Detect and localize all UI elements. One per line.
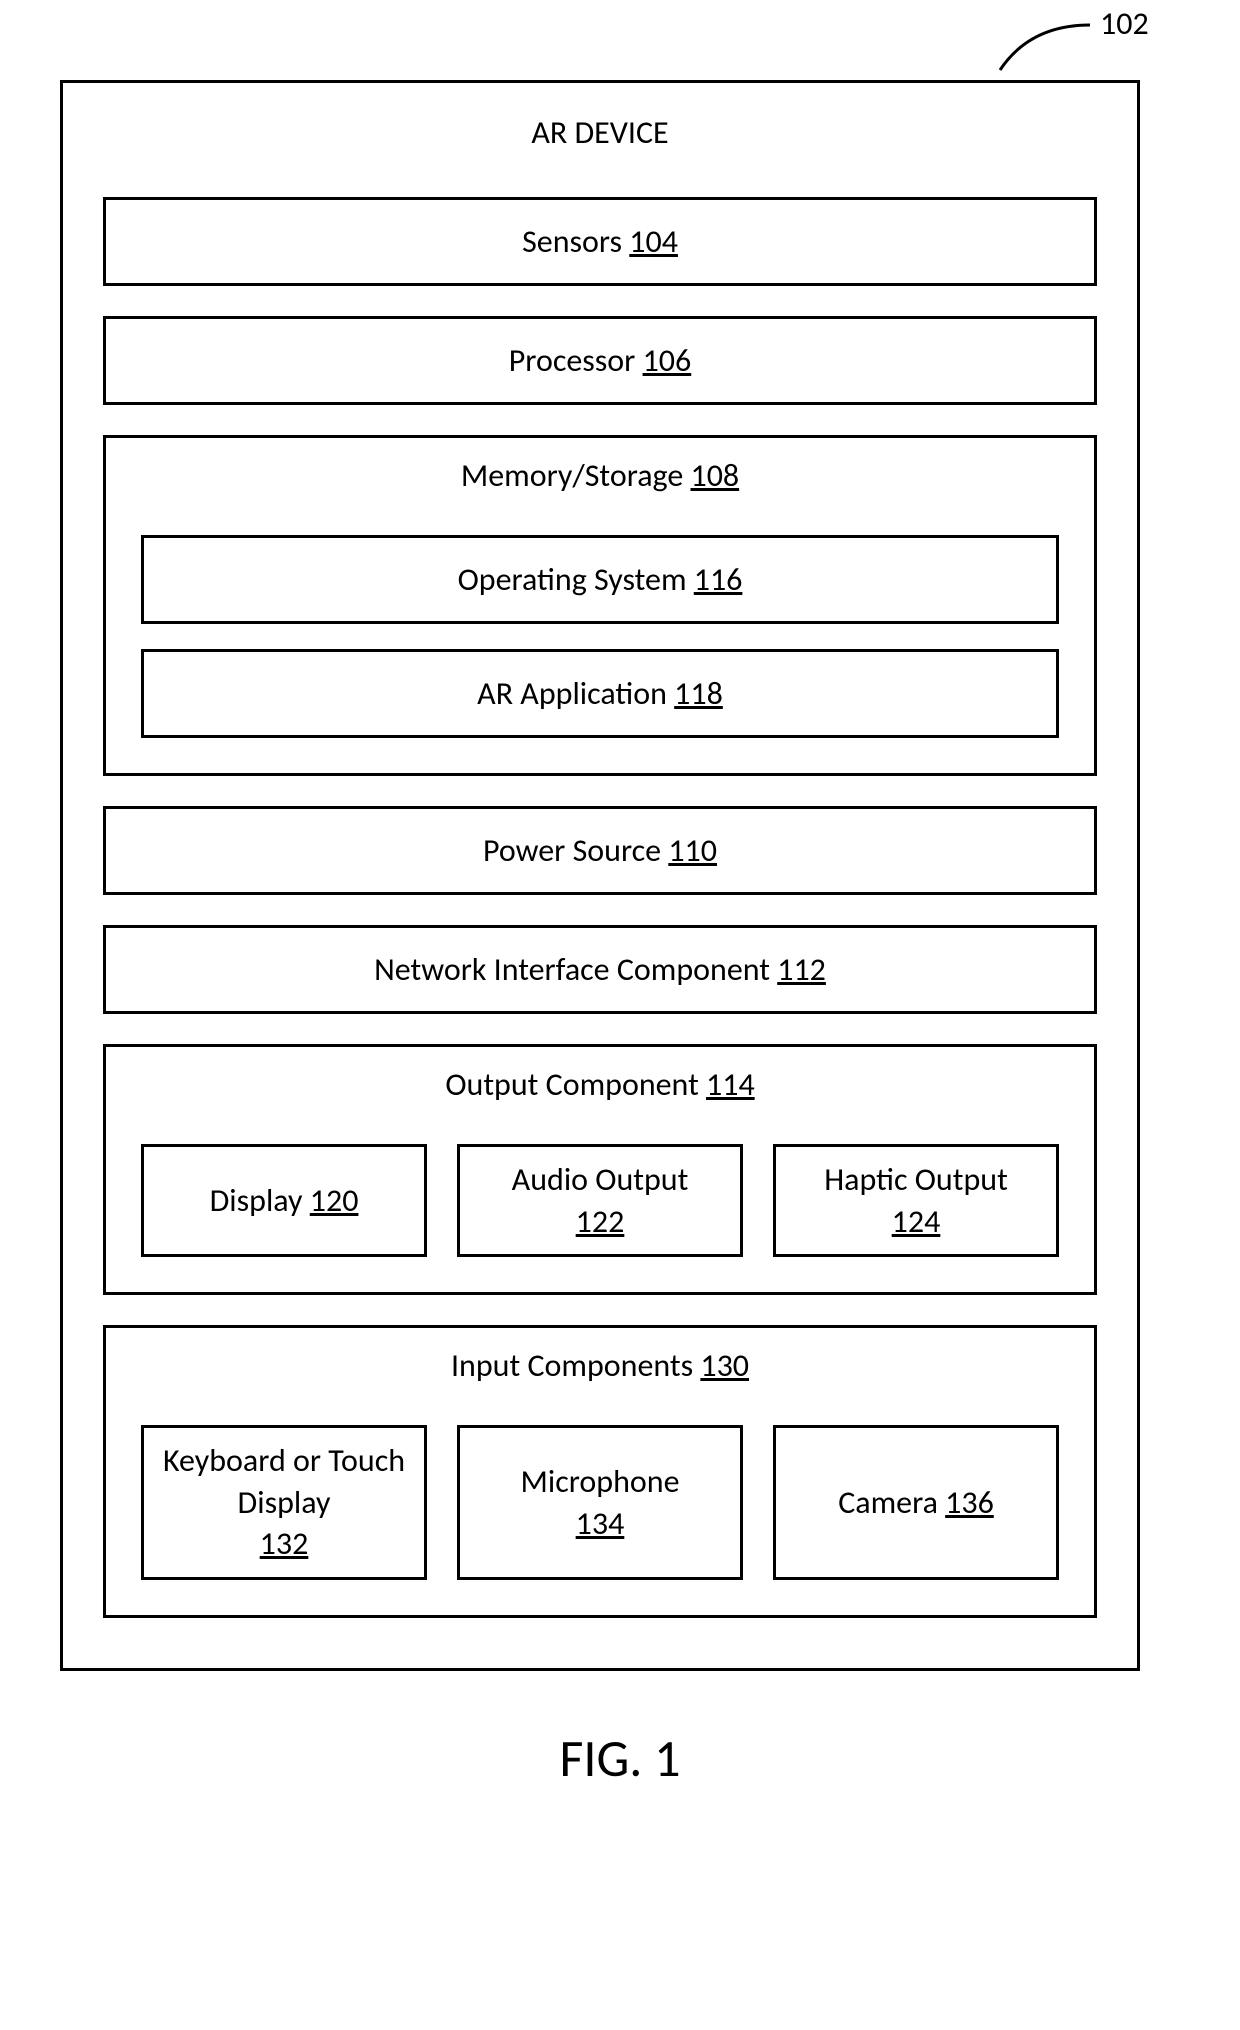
sensors-block: Sensors 104 [103, 197, 1097, 286]
camera-ref: 136 [945, 1483, 994, 1522]
processor-label: Processor [509, 341, 636, 380]
os-label: Operating System [458, 560, 687, 599]
device-title: AR DEVICE [103, 113, 1097, 152]
network-block: Network Interface Component 112 [103, 925, 1097, 1014]
camera-label: Camera [838, 1483, 938, 1522]
output-label: Output Component [445, 1065, 698, 1104]
camera-block: Camera 136 [773, 1425, 1059, 1580]
mic-label: Microphone [521, 1462, 680, 1501]
keyboard-ref: 132 [260, 1524, 309, 1563]
ar-app-ref: 118 [674, 674, 723, 713]
os-block: Operating System 116 [141, 535, 1059, 624]
processor-block: Processor 106 [103, 316, 1097, 405]
display-block: Display 120 [141, 1144, 427, 1257]
audio-label: Audio Output [512, 1160, 689, 1199]
callout-ref-102: 102 [1100, 4, 1149, 43]
display-label: Display [210, 1181, 303, 1220]
memory-label: Memory/Storage [461, 456, 683, 495]
output-ref: 114 [706, 1065, 755, 1104]
audio-block: Audio Output 122 [457, 1144, 743, 1257]
os-ref: 116 [694, 560, 743, 599]
ar-app-block: AR Application 118 [141, 649, 1059, 738]
keyboard-label: Keyboard or Touch Display [163, 1441, 405, 1522]
ar-device-container: AR DEVICE Sensors 104 Processor 106 Memo… [60, 80, 1140, 1671]
input-block: Input Components 130 Keyboard or Touch D… [103, 1325, 1097, 1618]
figure-label: FIG. 1 [60, 1726, 1180, 1790]
network-label: Network Interface Component [374, 950, 770, 989]
mic-ref: 134 [576, 1504, 625, 1543]
memory-block: Memory/Storage 108 Operating System 116 … [103, 435, 1097, 776]
haptic-block: Haptic Output 124 [773, 1144, 1059, 1257]
ar-app-label: AR Application [477, 674, 667, 713]
sensors-ref: 104 [629, 222, 678, 261]
power-block: Power Source 110 [103, 806, 1097, 895]
haptic-label: Haptic Output [824, 1160, 1008, 1199]
mic-block: Microphone 134 [457, 1425, 743, 1580]
power-label: Power Source [483, 831, 661, 870]
sensors-label: Sensors [522, 222, 622, 261]
haptic-ref: 124 [892, 1202, 941, 1241]
input-label: Input Components [451, 1346, 693, 1385]
callout-line [990, 10, 1110, 80]
audio-ref: 122 [576, 1202, 625, 1241]
network-ref: 112 [777, 950, 826, 989]
input-ref: 130 [700, 1346, 749, 1385]
memory-ref: 108 [690, 456, 739, 495]
output-block: Output Component 114 Display 120 Audio O… [103, 1044, 1097, 1295]
processor-ref: 106 [643, 341, 692, 380]
power-ref: 110 [668, 831, 717, 870]
display-ref: 120 [310, 1181, 359, 1220]
keyboard-block: Keyboard or Touch Display 132 [141, 1425, 427, 1580]
